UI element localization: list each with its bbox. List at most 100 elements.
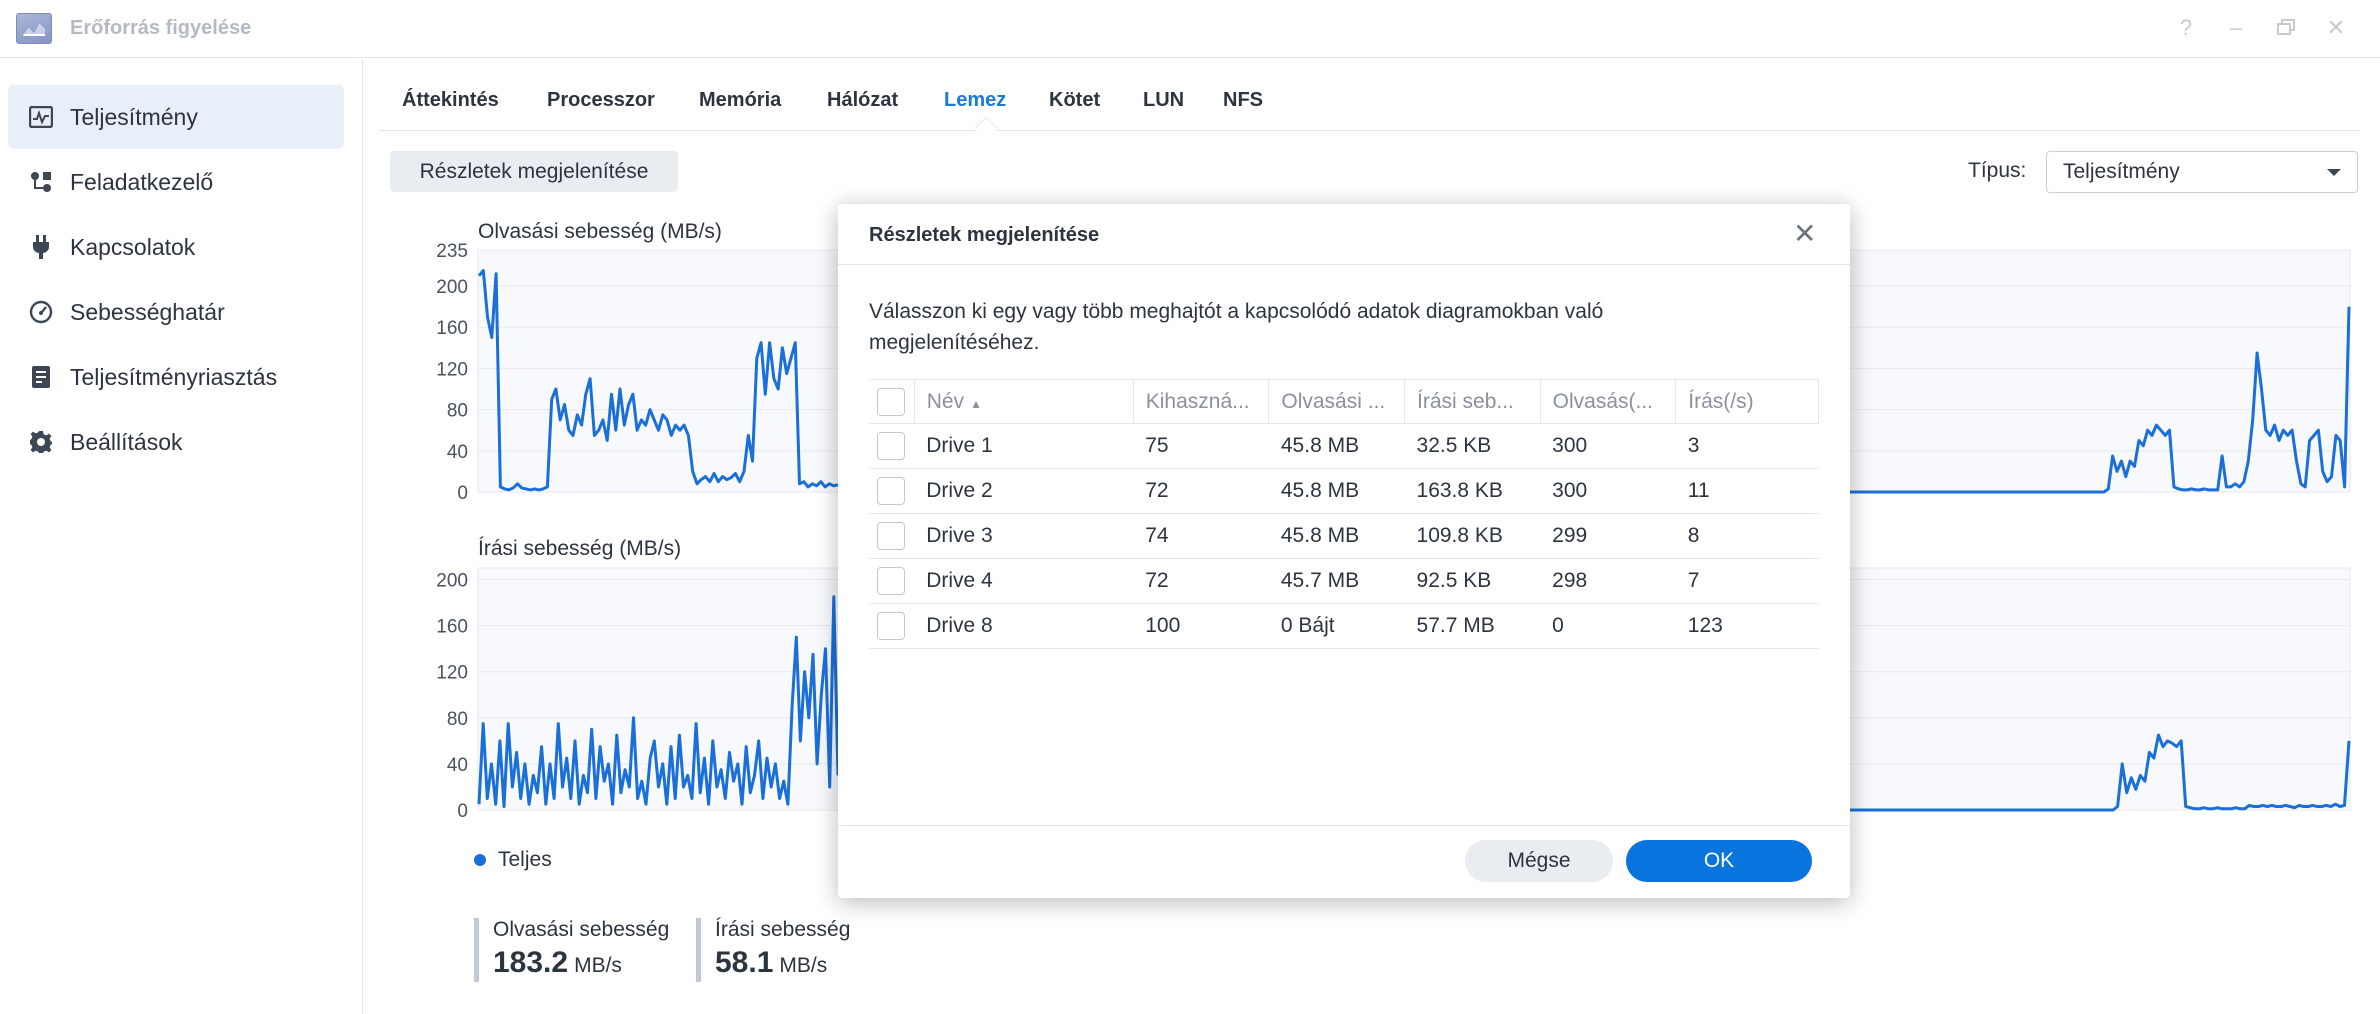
drive-reads-per-sec: 0: [1540, 603, 1676, 649]
y-tick-label: 120: [436, 359, 468, 380]
drive-reads-per-sec: 299: [1540, 513, 1676, 559]
gear-icon: [28, 429, 54, 455]
cancel-button[interactable]: Mégse: [1465, 840, 1613, 882]
stat-number: 58.1: [715, 946, 774, 979]
table-row[interactable]: Drive 4 72 45.7 MB 92.5 KB 298 7: [869, 558, 1819, 604]
sidebar-item-performance-alert[interactable]: Teljesítményriasztás: [8, 345, 344, 409]
tab-volume[interactable]: Kötet: [1049, 89, 1101, 111]
window-title: Erőforrás figyelése: [70, 17, 252, 39]
column-header-writes-per-sec[interactable]: Írás(/s): [1675, 379, 1819, 424]
write-speed-stat: Írási sebesség 58.1 MB/s: [696, 918, 850, 982]
tab-nfs[interactable]: NFS: [1223, 89, 1263, 111]
series-line: [477, 269, 839, 492]
stat-unit: MB/s: [574, 954, 622, 977]
drive-name: Drive 4: [914, 558, 1134, 604]
column-header-reads-per-sec[interactable]: Olvasás(...: [1540, 379, 1677, 424]
ok-button[interactable]: OK: [1626, 840, 1812, 882]
type-select[interactable]: Teljesítmény: [2046, 151, 2358, 193]
y-tick-label: 40: [447, 442, 468, 463]
drive-reads-per-sec: 300: [1540, 423, 1676, 469]
divider: [838, 825, 1850, 826]
drive-writes-per-sec: 7: [1675, 558, 1819, 604]
restore-icon[interactable]: [2272, 14, 2300, 42]
drive-write-speed: 32.5 KB: [1404, 423, 1541, 469]
minimize-icon[interactable]: –: [2229, 15, 2243, 40]
drive-write-speed: 92.5 KB: [1404, 558, 1541, 604]
sidebar-item-label: Beállítások: [70, 428, 183, 455]
row-checkbox[interactable]: [877, 567, 905, 595]
y-tick-label: 0: [457, 801, 468, 822]
sidebar-item-connections[interactable]: Kapcsolatok: [8, 215, 344, 279]
row-checkbox-cell: [869, 423, 915, 469]
sidebar-item-performance[interactable]: Teljesítmény: [8, 85, 344, 149]
tab-lun[interactable]: LUN: [1143, 89, 1185, 111]
sidebar: Teljesítmény Feladatkezelő Kapcsolatok S…: [0, 59, 363, 1014]
sidebar-item-task-manager[interactable]: Feladatkezelő: [8, 150, 344, 214]
row-checkbox-cell: [869, 558, 915, 604]
question-icon[interactable]: ?: [2179, 15, 2193, 40]
close-icon[interactable]: ✕: [2326, 15, 2346, 40]
sidebar-item-settings[interactable]: Beállítások: [8, 410, 344, 474]
row-checkbox-cell: [869, 603, 915, 649]
drive-name: Drive 1: [914, 423, 1134, 469]
table-row[interactable]: Drive 1 75 45.8 MB 32.5 KB 300 3: [869, 423, 1819, 469]
drive-read-speed: 45.7 MB: [1268, 558, 1405, 604]
y-tick-label: 80: [447, 709, 468, 730]
sidebar-item-speed-limit[interactable]: Sebességhatár: [8, 280, 344, 344]
tab-network[interactable]: Hálózat: [827, 89, 899, 111]
chart-legend: Teljes: [474, 848, 552, 872]
show-details-button[interactable]: Részletek megjelenítése: [390, 151, 678, 192]
table-row[interactable]: Drive 2 72 45.8 MB 163.8 KB 300 11: [869, 468, 1819, 514]
sidebar-item-label: Sebességhatár: [70, 298, 225, 325]
column-header-read-speed[interactable]: Olvasási ...: [1268, 379, 1406, 424]
row-checkbox-cell: [869, 468, 915, 514]
y-tick-label: 0: [457, 483, 468, 504]
tab-processor[interactable]: Processzor: [547, 89, 655, 111]
column-header-write-speed[interactable]: Írási seb...: [1404, 379, 1541, 424]
sidebar-item-label: Kapcsolatok: [70, 233, 196, 260]
drive-name: Drive 3: [914, 513, 1134, 559]
column-header-name[interactable]: Név ▲: [914, 379, 1134, 424]
sort-ascending-icon: ▲: [970, 396, 982, 411]
y-tick-label: 200: [436, 277, 468, 298]
plug-icon: [28, 234, 54, 260]
sidebar-item-label: Teljesítményriasztás: [70, 363, 278, 390]
select-all-checkbox[interactable]: [877, 387, 905, 416]
tab-memory[interactable]: Memória: [699, 89, 782, 111]
tab-bar: Áttekintés Processzor Memória Hálózat Le…: [380, 59, 2360, 140]
sidebar-item-label: Teljesítmény: [70, 103, 198, 130]
table-row[interactable]: Drive 8 100 0 Bájt 57.7 MB 0 123: [869, 603, 1819, 649]
tab-disk[interactable]: Lemez: [944, 89, 1007, 111]
tab-overview[interactable]: Áttekintés: [402, 89, 499, 111]
drive-write-speed: 57.7 MB: [1404, 603, 1541, 649]
drive-read-speed: 0 Bájt: [1268, 603, 1405, 649]
table-row[interactable]: Drive 3 74 45.8 MB 109.8 KB 299 8: [869, 513, 1819, 559]
series-line: [1850, 733, 2351, 812]
read-speed-stat: Olvasási sebesség 183.2 MB/s: [474, 918, 669, 982]
y-tick-label: 200: [436, 571, 468, 592]
row-checkbox[interactable]: [877, 522, 905, 550]
drive-reads-per-sec: 300: [1540, 468, 1676, 514]
drive-table: Név ▲ Kihaszná... Olvasási ... Írási seb.…: [869, 379, 1819, 649]
select-all-checkbox-cell: [869, 379, 915, 424]
alert-list-icon: [28, 364, 54, 390]
close-icon[interactable]: ✕: [1793, 218, 1817, 249]
y-tick-label: 40: [447, 755, 468, 776]
drive-writes-per-sec: 8: [1675, 513, 1819, 559]
drive-utilization: 74: [1133, 513, 1269, 559]
legend-dot: [474, 854, 486, 866]
drive-writes-per-sec: 123: [1675, 603, 1819, 649]
y-tick-label: 120: [436, 663, 468, 684]
drive-read-speed: 45.8 MB: [1268, 513, 1405, 559]
row-checkbox[interactable]: [877, 432, 905, 460]
y-tick-label: 160: [436, 318, 468, 339]
stat-label: Olvasási sebesség: [493, 918, 670, 941]
row-checkbox[interactable]: [877, 612, 905, 640]
y-tick-label: 160: [436, 617, 468, 638]
drive-name: Drive 2: [914, 468, 1134, 514]
column-header-utilization[interactable]: Kihaszná...: [1133, 379, 1270, 424]
drive-utilization: 75: [1133, 423, 1269, 469]
row-checkbox[interactable]: [877, 477, 905, 505]
details-dialog: Részletek megjelenítése ✕ Válasszon ki e…: [838, 204, 1850, 898]
stat-number: 183.2: [493, 946, 569, 979]
